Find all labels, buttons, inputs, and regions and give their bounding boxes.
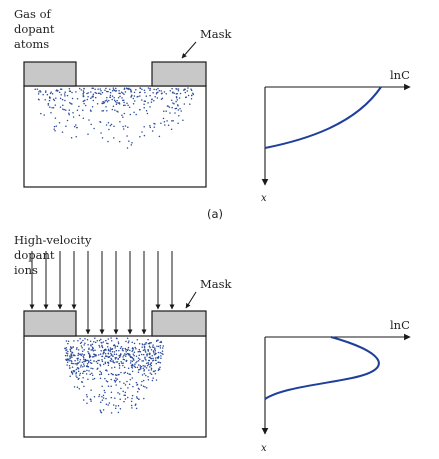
x-label-b: x bbox=[261, 443, 267, 454]
concentration-curve-a bbox=[264, 86, 382, 149]
ions-label-line-2: dopant bbox=[14, 248, 55, 262]
dopant-cloud-a bbox=[34, 87, 195, 149]
lnc-label-b: lnC bbox=[390, 318, 410, 332]
gas-label-line-3: atoms bbox=[14, 37, 49, 51]
mask-right-b bbox=[151, 310, 207, 337]
ions-label-line-1: High-velocity bbox=[14, 233, 92, 247]
mask-pointer-b bbox=[185, 291, 197, 309]
mask-right-a bbox=[151, 61, 207, 87]
mask-left-a bbox=[23, 61, 77, 87]
mask-label-a: Mask bbox=[200, 27, 233, 41]
x-label-a: x bbox=[261, 193, 267, 204]
substrate-b bbox=[23, 335, 207, 438]
panel-a: Gas of dopant atoms Mask lnC x (a) bbox=[14, 7, 411, 221]
dopant-cloud-b bbox=[64, 337, 165, 414]
mask-pointer-a bbox=[181, 41, 197, 59]
lnc-label-a: lnC bbox=[390, 68, 410, 82]
mask-label-b: Mask bbox=[200, 277, 233, 291]
substrate-a bbox=[23, 85, 207, 188]
panel-b: High-velocity dopant ions Mask lnC x bbox=[14, 233, 411, 454]
caption-a: (a) bbox=[207, 207, 223, 221]
ion-beam-arrows bbox=[29, 251, 175, 335]
gas-label-line-2: dopant bbox=[14, 22, 55, 36]
concentration-curve-b bbox=[264, 336, 380, 400]
gas-label-line-1: Gas of bbox=[14, 7, 52, 21]
mask-left-b bbox=[23, 310, 77, 337]
ions-label-line-3: ions bbox=[14, 263, 38, 277]
